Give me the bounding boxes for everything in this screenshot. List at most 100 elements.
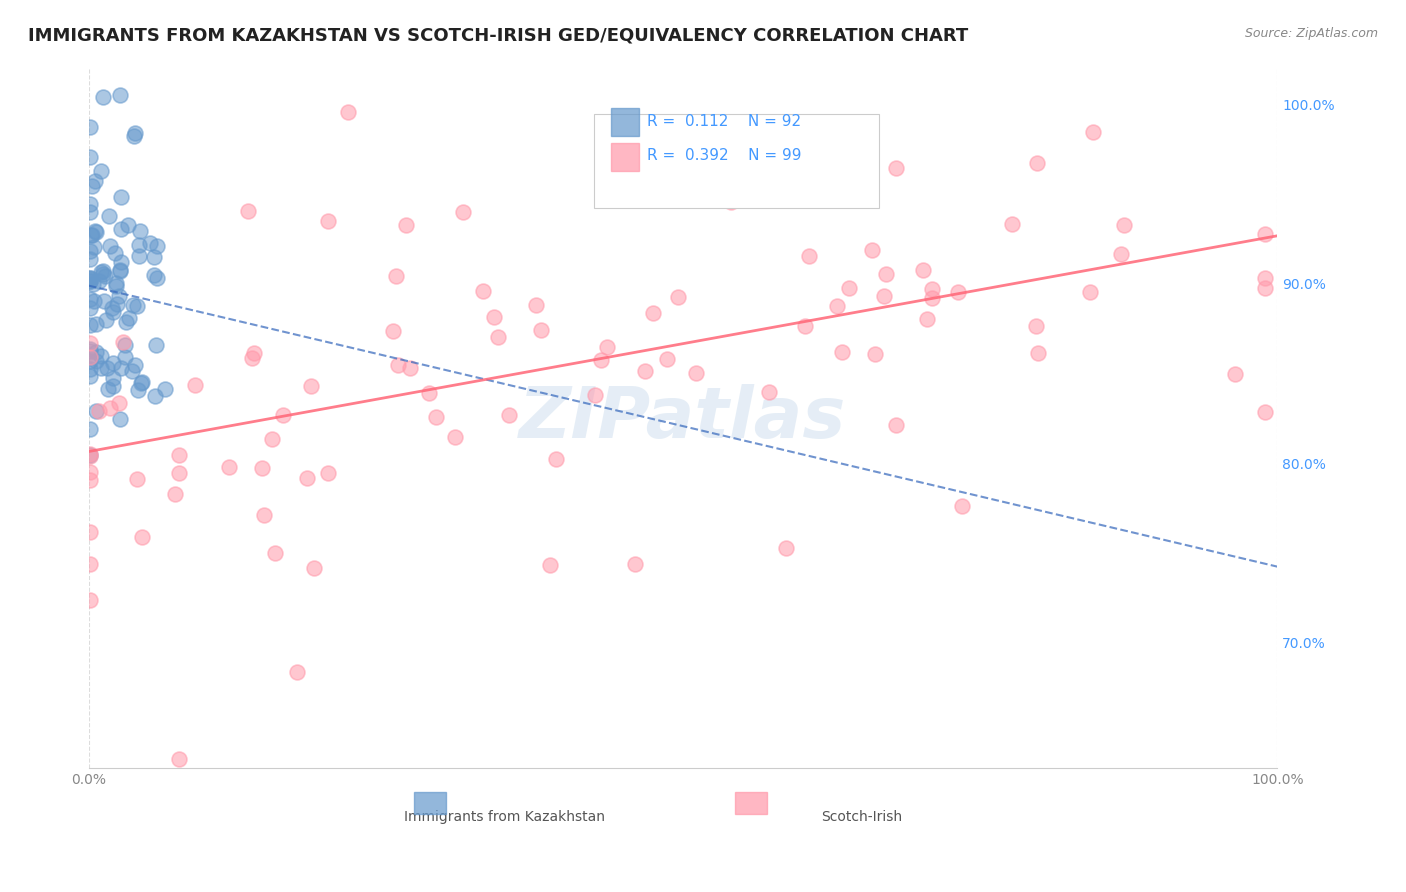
Point — [242, 346, 264, 360]
Point — [1223, 367, 1246, 381]
Point — [108, 262, 131, 277]
Point — [658, 129, 681, 144]
Point — [218, 459, 240, 474]
Point — [183, 377, 205, 392]
Point — [98, 401, 121, 416]
Point — [105, 276, 128, 290]
Point — [825, 299, 848, 313]
Point — [104, 246, 127, 260]
Point — [79, 335, 101, 350]
Point — [79, 292, 101, 306]
Point — [498, 408, 520, 422]
Point — [101, 304, 124, 318]
Point — [131, 530, 153, 544]
Point — [1081, 125, 1104, 139]
Point — [112, 334, 135, 349]
Point — [623, 557, 645, 571]
Point — [146, 271, 169, 285]
Point — [169, 752, 191, 766]
Point — [142, 268, 165, 282]
Point — [83, 293, 105, 308]
Point — [79, 343, 101, 357]
Text: IMMIGRANTS FROM KAZAKHSTAN VS SCOTCH-IRISH GED/EQUIVALENCY CORRELATION CHART: IMMIGRANTS FROM KAZAKHSTAN VS SCOTCH-IRI… — [28, 27, 969, 45]
Point — [921, 291, 943, 305]
Point — [127, 384, 149, 398]
Point — [114, 337, 136, 351]
Point — [110, 189, 132, 203]
Point — [83, 240, 105, 254]
Point — [79, 270, 101, 285]
Point — [124, 126, 146, 140]
Point — [1109, 247, 1132, 261]
Point — [544, 451, 567, 466]
Point — [104, 278, 127, 293]
Point — [482, 310, 505, 325]
Point — [530, 323, 553, 337]
Point — [538, 558, 561, 572]
Point — [1025, 318, 1047, 333]
Point — [316, 466, 339, 480]
Point — [105, 296, 128, 310]
Point — [96, 360, 118, 375]
FancyBboxPatch shape — [610, 108, 640, 136]
Point — [471, 284, 494, 298]
Point — [153, 382, 176, 396]
Point — [526, 298, 548, 312]
Point — [107, 396, 129, 410]
Text: Scotch-Irish: Scotch-Irish — [821, 810, 901, 824]
Point — [110, 360, 132, 375]
Point — [79, 350, 101, 364]
Point — [79, 422, 101, 436]
Point — [425, 410, 447, 425]
Point — [103, 378, 125, 392]
Point — [117, 218, 139, 232]
Point — [91, 267, 114, 281]
Point — [139, 235, 162, 250]
Point — [91, 264, 114, 278]
Point — [79, 557, 101, 571]
Point — [145, 337, 167, 351]
Point — [1254, 405, 1277, 419]
Point — [872, 289, 894, 303]
Point — [121, 364, 143, 378]
Point — [271, 409, 294, 423]
Point — [86, 225, 108, 239]
Point — [129, 224, 152, 238]
Point — [90, 265, 112, 279]
Point — [167, 448, 190, 462]
Text: Source: ZipAtlas.com: Source: ZipAtlas.com — [1244, 27, 1378, 40]
Point — [418, 386, 440, 401]
Point — [304, 561, 326, 575]
Point — [84, 354, 107, 368]
Point — [758, 384, 780, 399]
Point — [87, 275, 110, 289]
Point — [1078, 285, 1101, 299]
Point — [82, 227, 104, 242]
FancyBboxPatch shape — [593, 114, 879, 209]
Point — [793, 319, 815, 334]
Point — [145, 389, 167, 403]
Point — [79, 354, 101, 368]
Point — [145, 238, 167, 252]
Point — [93, 268, 115, 283]
Point — [79, 318, 101, 333]
Point — [336, 105, 359, 120]
Point — [1026, 346, 1049, 360]
Point — [79, 362, 101, 376]
Point — [90, 361, 112, 376]
Point — [797, 249, 820, 263]
Text: ZIPatlas: ZIPatlas — [519, 384, 846, 453]
Point — [80, 228, 103, 243]
Point — [79, 244, 101, 258]
Point — [623, 181, 645, 195]
Point — [250, 461, 273, 475]
Point — [167, 466, 190, 480]
Point — [1254, 227, 1277, 241]
Point — [127, 299, 149, 313]
Point — [93, 90, 115, 104]
Point — [165, 487, 187, 501]
Point — [641, 306, 664, 320]
Point — [98, 209, 121, 223]
Point — [94, 313, 117, 327]
Point — [79, 150, 101, 164]
